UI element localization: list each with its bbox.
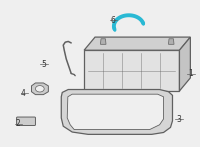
Circle shape	[35, 86, 44, 92]
Text: 2: 2	[15, 119, 20, 128]
Polygon shape	[31, 83, 48, 95]
Text: 5: 5	[41, 60, 46, 69]
Polygon shape	[61, 90, 172, 134]
Polygon shape	[168, 39, 174, 44]
Text: 6: 6	[110, 16, 115, 25]
Polygon shape	[84, 37, 190, 50]
Polygon shape	[179, 37, 190, 91]
Text: 3: 3	[176, 115, 181, 124]
Text: 4: 4	[21, 89, 26, 98]
Polygon shape	[84, 50, 179, 91]
Text: 1: 1	[188, 69, 193, 78]
FancyBboxPatch shape	[17, 117, 35, 126]
Polygon shape	[100, 39, 106, 44]
Polygon shape	[67, 94, 164, 130]
